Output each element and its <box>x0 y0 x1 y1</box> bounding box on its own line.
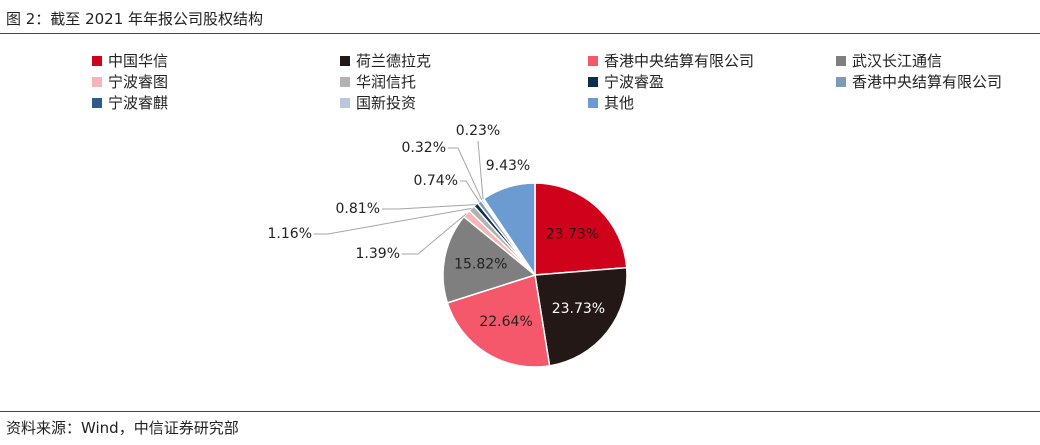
slice-data-label: 22.64% <box>479 314 532 330</box>
leader-line <box>448 147 483 201</box>
slice-data-label: 1.16% <box>268 226 312 242</box>
legend-swatch <box>588 55 598 66</box>
legend-swatch <box>340 55 350 66</box>
legend-label: 香港中央结算有限公司 <box>604 52 755 70</box>
legend-swatch <box>92 97 102 108</box>
legend-label: 香港中央结算有限公司 <box>852 73 1003 91</box>
legend-label: 其他 <box>604 94 635 112</box>
legend-item: 荷兰德拉克 <box>340 50 431 71</box>
legend-label: 武汉长江通信 <box>852 52 943 70</box>
legend-item: 武汉长江通信 <box>836 50 942 71</box>
legend-label: 宁波睿盈 <box>604 73 665 91</box>
legend-swatch <box>836 55 846 66</box>
slice-data-label: 1.39% <box>356 246 400 262</box>
legend-item: 其他 <box>588 92 634 113</box>
slice-data-label: 23.73% <box>552 301 605 317</box>
legend-item: 国新投资 <box>340 92 416 113</box>
leader-line <box>382 204 476 210</box>
legend-item: 宁波睿图 <box>92 71 168 92</box>
legend-label: 国新投资 <box>356 94 417 112</box>
legend-item: 华润信托 <box>340 71 416 92</box>
slice-data-label: 0.81% <box>336 201 380 217</box>
figure-title: 图 2：截至 2021 年年报公司股权结构 <box>6 10 264 28</box>
pie-slice <box>534 182 628 276</box>
legend-swatch <box>340 76 350 87</box>
top-rule <box>0 33 1040 34</box>
legend-item: 宁波睿麒 <box>92 92 168 113</box>
slice-data-label: 9.43% <box>486 158 530 174</box>
legend-label: 宁波睿麒 <box>108 94 169 112</box>
legend-swatch <box>588 76 598 87</box>
legend-swatch <box>836 76 846 87</box>
legend-label: 荷兰德拉克 <box>356 52 432 70</box>
slice-data-label: 0.74% <box>414 173 458 189</box>
legend-item: 宁波睿盈 <box>588 71 664 92</box>
legend-label: 华润信托 <box>356 73 417 91</box>
pie-slice <box>534 266 628 367</box>
pie-slice <box>446 274 551 368</box>
legend-label: 中国华信 <box>108 52 169 70</box>
legend-swatch <box>340 97 350 108</box>
figure-source: 资料来源：Wind，中信证券研究部 <box>6 419 239 437</box>
legend-item: 香港中央结算有限公司 <box>588 50 754 71</box>
leader-line <box>477 140 484 200</box>
legend-swatch <box>92 76 102 87</box>
slice-data-label: 23.73% <box>546 226 599 242</box>
pie-slice <box>482 182 536 278</box>
bottom-rule <box>0 411 1040 412</box>
legend-item: 香港中央结算有限公司 <box>836 71 1002 92</box>
pie-slice <box>442 215 537 304</box>
leader-line <box>314 207 472 235</box>
leader-line <box>402 213 467 255</box>
legend-label: 宁波睿图 <box>108 73 169 91</box>
leader-line <box>460 180 480 203</box>
legend-item: 中国华信 <box>92 50 168 71</box>
slice-data-label: 0.23% <box>456 123 500 139</box>
legend-swatch <box>92 55 102 66</box>
legend-swatch <box>588 97 598 108</box>
slice-data-label: 15.82% <box>454 257 507 273</box>
slice-data-label: 0.32% <box>402 140 446 156</box>
